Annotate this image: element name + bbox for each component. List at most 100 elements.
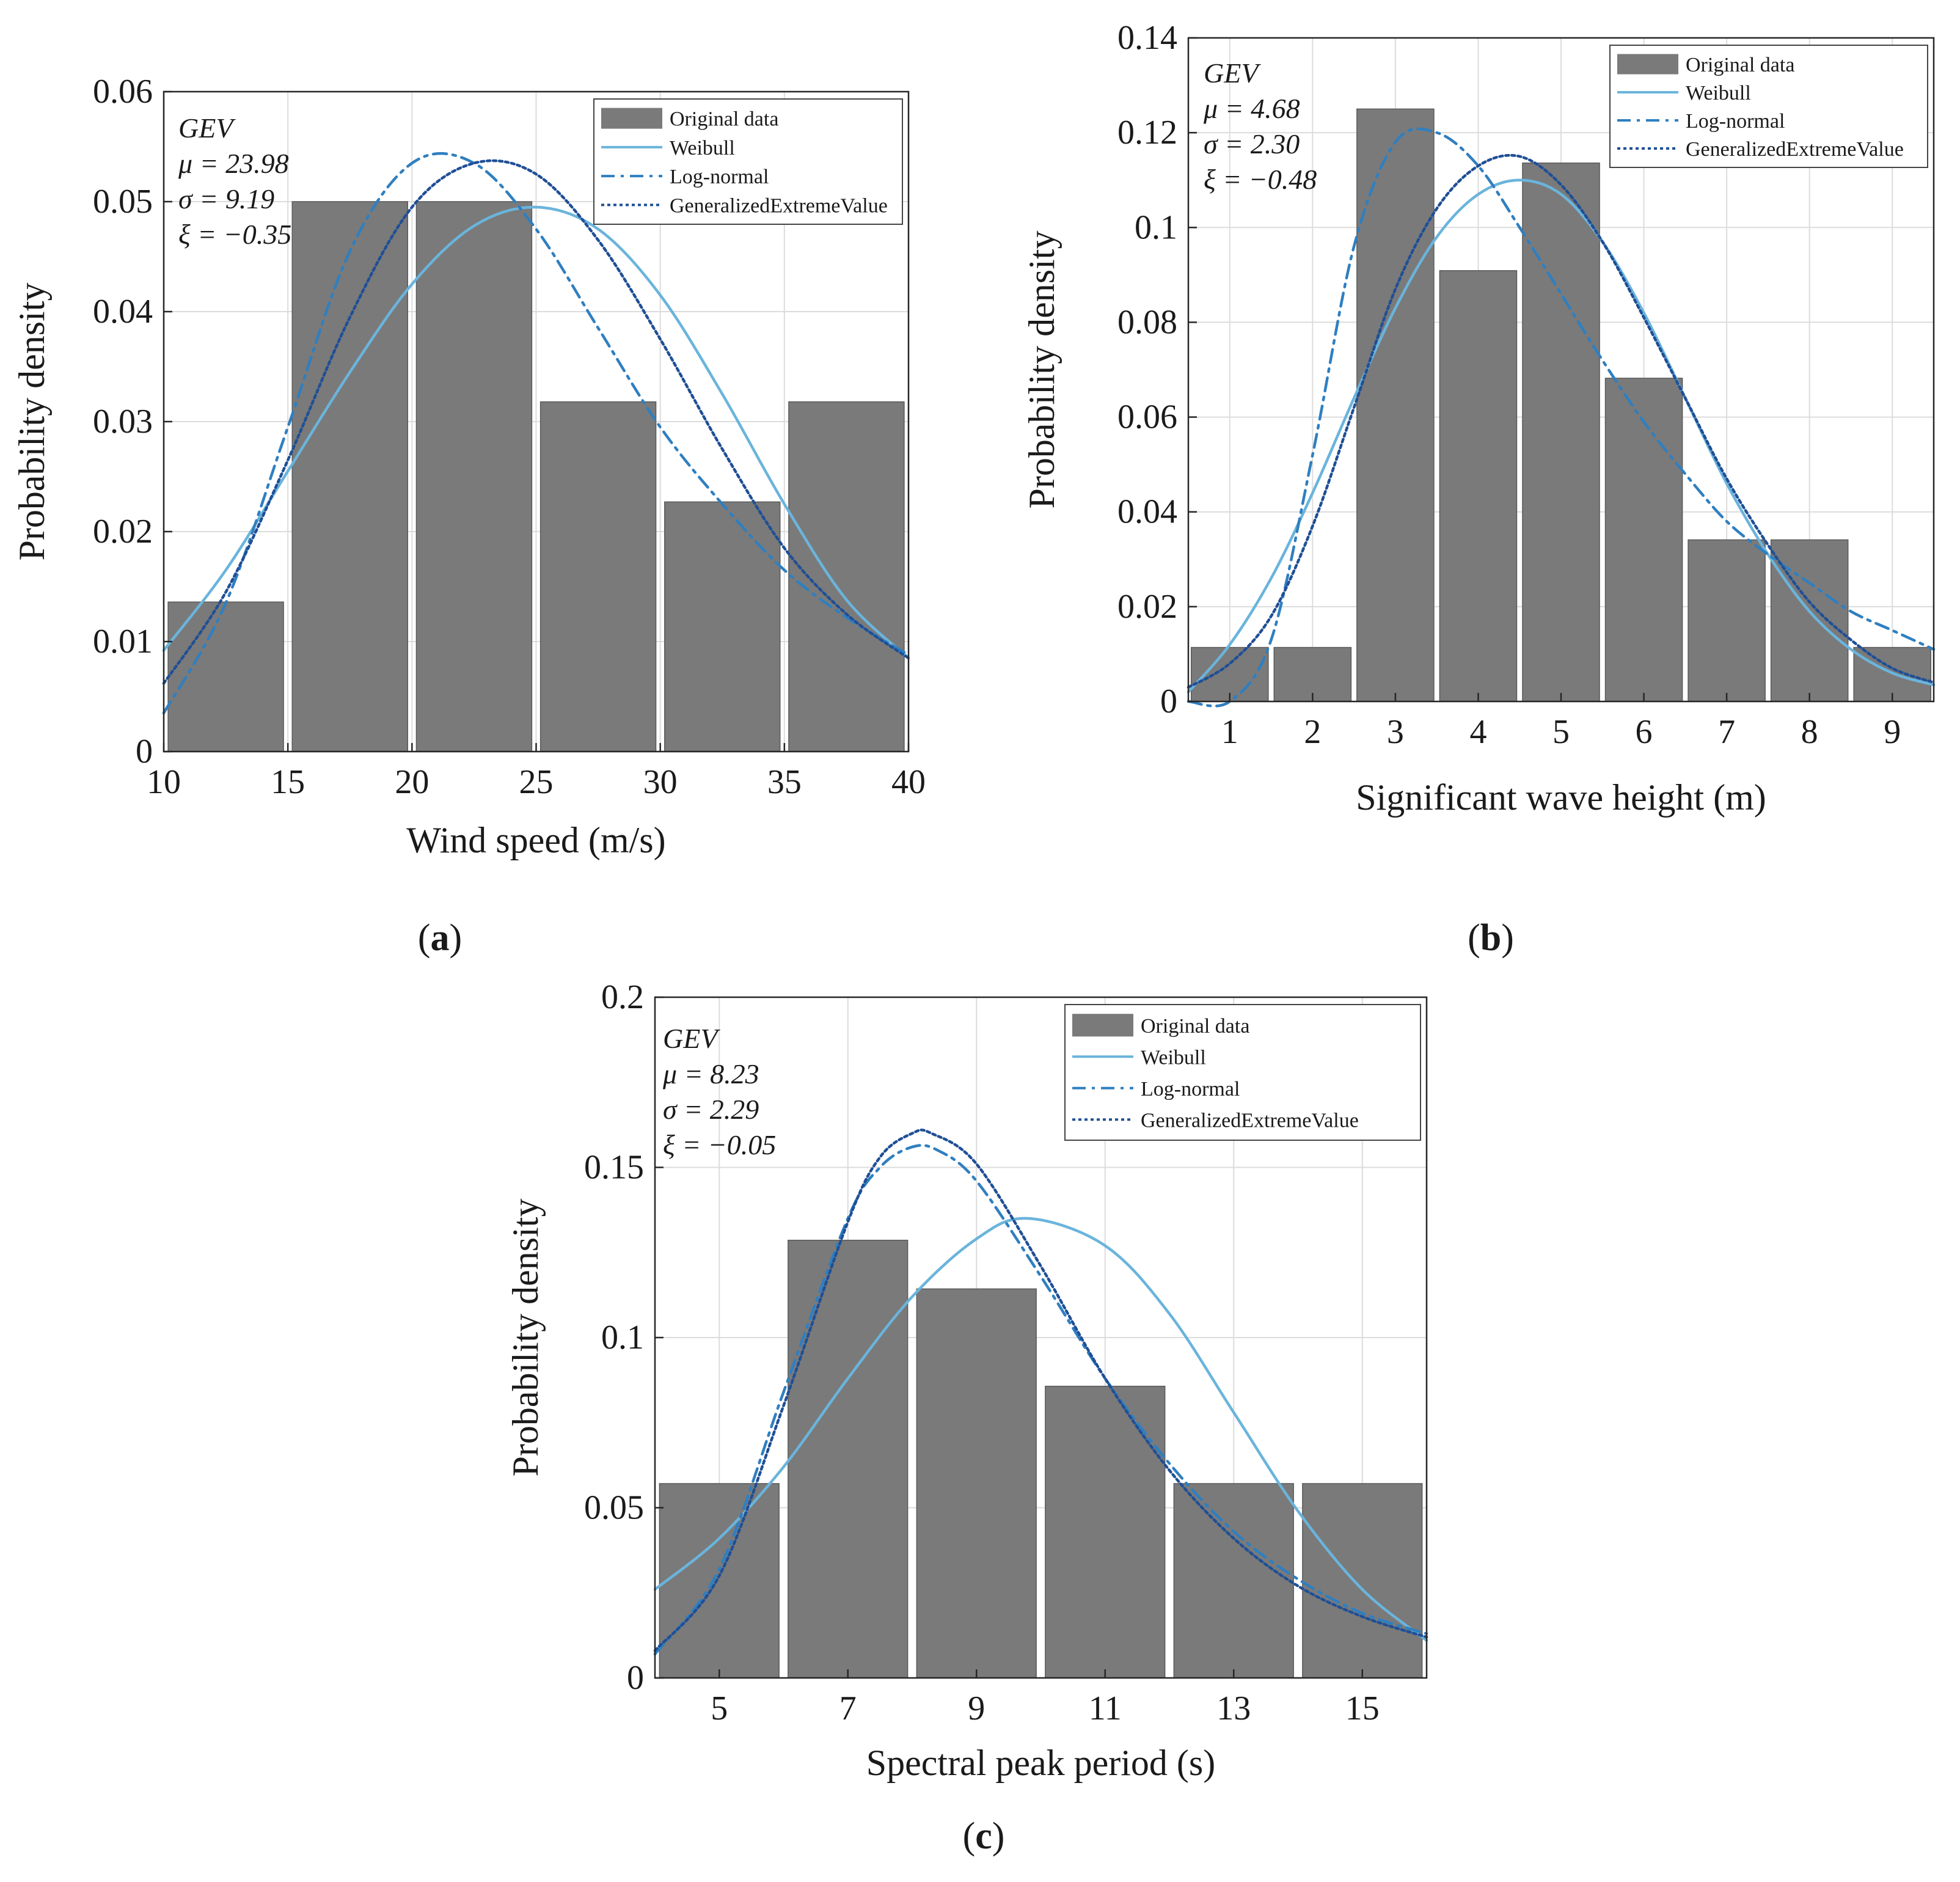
y-axis-label: Probability density (12, 283, 52, 561)
histogram-bar (167, 601, 284, 752)
legend-entry: Log-normal (670, 166, 769, 188)
y-tick-label: 0.04 (93, 293, 153, 331)
x-tick-label: 8 (1801, 713, 1818, 751)
series-line-generalizedextremevalue (162, 159, 910, 685)
y-tick-label: 0.1 (601, 1319, 644, 1357)
histogram-bar (788, 1239, 909, 1679)
y-tick-label: 0.05 (584, 1489, 644, 1527)
x-tick-label: 9 (1884, 713, 1901, 751)
histogram-bar (539, 401, 657, 752)
x-tick-label: 5 (1552, 713, 1570, 751)
series-line-log-normal (162, 152, 910, 715)
x-tick-label: 20 (395, 763, 429, 801)
series-line-weibull (162, 205, 910, 660)
x-axis-label: Wind speed (m/s) (406, 820, 665, 860)
x-tick-label: 3 (1387, 713, 1404, 751)
x-tick-label: 15 (1345, 1690, 1380, 1727)
y-axis-label: Probability density (1022, 231, 1062, 509)
legend-entry: Weibull (1141, 1046, 1206, 1069)
histogram-bar (1688, 539, 1766, 702)
annotation-parameter: ξ = −0.48 (1204, 164, 1317, 195)
legend-entry: Log-normal (1141, 1078, 1240, 1100)
y-tick-label: 0.15 (584, 1149, 644, 1187)
x-tick-label: 7 (839, 1690, 857, 1727)
x-axis-label: Significant wave height (m) (1356, 777, 1766, 818)
y-tick-label: 0.08 (1117, 303, 1177, 341)
histogram-bar (1173, 1483, 1294, 1679)
x-tick-label: 15 (271, 763, 305, 801)
legend-swatch-bar (1617, 54, 1678, 75)
histogram-bar (1045, 1385, 1166, 1679)
y-tick-label: 0.06 (93, 73, 153, 111)
histogram-bar (664, 501, 781, 752)
legend-entry: Weibull (1686, 82, 1751, 104)
histogram-bar (291, 201, 408, 752)
chart-panel-a: 10 15 20 25 30 35 40 0 0.01 0.02 0.03 0.04 0.05 0.06 W… (12, 73, 926, 860)
y-tick-label: 0 (136, 733, 153, 771)
histogram-bar (788, 401, 905, 752)
legend-entry: Log-normal (1686, 110, 1785, 133)
legend-entry: GeneralizedExtremeValue (1141, 1109, 1359, 1132)
histogram-bar (1356, 108, 1435, 702)
y-tick-label: 0.03 (93, 403, 153, 441)
histogram-bar (1302, 1483, 1423, 1679)
x-tick-label: 13 (1216, 1690, 1251, 1727)
y-tick-label: 0.2 (601, 978, 644, 1016)
x-tick-label: 4 (1469, 713, 1486, 751)
annotation-parameter: μ = 4.68 (1203, 93, 1300, 124)
annotation-parameter: μ = 8.23 (662, 1058, 759, 1089)
annotation-parameter: ξ = −0.35 (178, 219, 291, 250)
y-tick-label: 0.02 (1117, 588, 1177, 626)
y-tick-label: 0 (1160, 683, 1177, 720)
annotation-parameter: σ = 9.19 (178, 183, 274, 214)
annotation-title: GEV (1204, 57, 1261, 89)
series-line-generalizedextremevalue (653, 1128, 1428, 1652)
y-tick-label: 0.02 (93, 513, 153, 551)
y-tick-label: 0.12 (1117, 114, 1177, 152)
histogram-bar (1273, 646, 1352, 702)
legend-entry: Original data (1141, 1015, 1249, 1038)
legend-entry: Original data (670, 108, 778, 131)
series-line-generalizedextremevalue (1187, 153, 1936, 689)
y-tick-label: 0.05 (93, 183, 153, 221)
legend-entry: Weibull (670, 137, 735, 159)
histogram-bar (1439, 270, 1518, 702)
x-tick-label: 7 (1718, 713, 1735, 751)
legend-entry: Original data (1686, 54, 1794, 76)
y-tick-label: 0.01 (93, 623, 153, 661)
caption-a: (a) (418, 917, 462, 959)
chart-panel-b: 1 2 3 4 5 6 7 8 9 0 0.02 0.04 0.06 0.08 0.1 0.12 0.14 Sig… (1022, 19, 1936, 818)
series-line-weibull (1187, 178, 1936, 694)
y-axis-label: Probability density (505, 1199, 546, 1477)
annotation-parameter: σ = 2.29 (663, 1094, 759, 1125)
annotation-parameter: μ = 23.98 (178, 148, 289, 179)
y-tick-label: 0.04 (1117, 493, 1177, 531)
x-tick-label: 10 (147, 763, 181, 801)
x-tick-label: 9 (968, 1690, 985, 1727)
annotation-parameter: ξ = −0.05 (663, 1129, 776, 1160)
annotation-parameter: σ = 2.30 (1204, 128, 1300, 159)
series-line-log-normal (1187, 127, 1936, 708)
histogram-bar (1604, 378, 1683, 702)
annotation-title: GEV (663, 1023, 720, 1054)
x-tick-label: 25 (519, 763, 554, 801)
x-tick-label: 11 (1089, 1690, 1122, 1727)
legend-entry: GeneralizedExtremeValue (670, 194, 888, 217)
histogram-bar (659, 1483, 780, 1679)
legend-swatch-bar (1072, 1014, 1133, 1037)
x-tick-label: 2 (1304, 713, 1321, 751)
y-tick-label: 0 (627, 1659, 644, 1697)
histogram-bar (916, 1288, 1037, 1679)
legend-swatch-bar (601, 108, 662, 129)
x-tick-label: 6 (1636, 713, 1653, 751)
y-tick-label: 0.06 (1117, 398, 1177, 436)
x-tick-label: 30 (643, 763, 678, 801)
y-tick-label: 0.14 (1117, 19, 1177, 57)
x-tick-label: 1 (1221, 713, 1238, 751)
y-tick-label: 0.1 (1135, 208, 1177, 246)
histogram-bar (1522, 163, 1600, 702)
annotation-title: GEV (178, 112, 236, 144)
chart-panel-c: 5 7 9 11 13 15 0 0.05 0.1 0.15 0.2 Spectral peak pe… (505, 978, 1428, 1783)
caption-c: (c) (963, 1815, 1005, 1857)
